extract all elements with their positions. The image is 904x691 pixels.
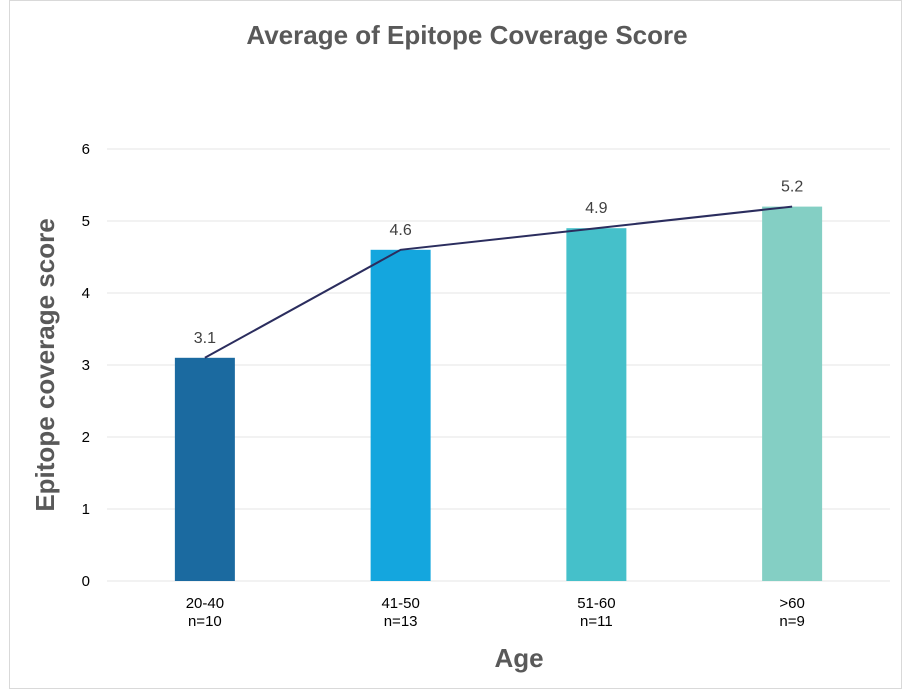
y-tick-label: 0: [82, 573, 90, 590]
bars: [174, 206, 823, 582]
chart-title: Average of Epitope Coverage Score: [246, 20, 687, 50]
y-tick-label: 3: [82, 357, 90, 374]
x-tick-label: 51-60: [577, 595, 615, 612]
y-tick-label: 6: [82, 141, 90, 158]
y-tick-label: 4: [82, 285, 90, 302]
x-tick-label: 41-50: [381, 595, 419, 612]
y-axis-ticks: 0 1 2 3 4 5 6: [82, 141, 90, 590]
y-axis-title: Epitope coverage score: [30, 218, 60, 511]
trend-line: [204, 205, 793, 359]
y-tick-label: 5: [82, 213, 90, 230]
y-tick-label: 2: [82, 429, 90, 446]
trend-line-group: [204, 205, 793, 359]
data-label: 4.9: [585, 200, 607, 217]
x-tick-sublabel: n=10: [188, 613, 222, 630]
data-label: 3.1: [194, 330, 216, 347]
data-labels: 3.1 4.6 4.9 5.2: [194, 179, 804, 347]
data-label: 5.2: [781, 179, 803, 196]
x-tick-sublabel: n=11: [580, 613, 613, 630]
bar-20-40: [174, 357, 235, 581]
x-tick-label: 20-40: [186, 595, 224, 612]
chart-frame: [9, 0, 902, 689]
x-tick-sublabel: n=13: [384, 613, 418, 630]
x-tick-sublabel: n=9: [779, 613, 804, 630]
data-label: 4.6: [390, 222, 412, 239]
gridlines: [107, 148, 890, 582]
bar-51-60: [566, 228, 627, 581]
y-tick-label: 1: [82, 501, 90, 518]
x-axis-title: Age: [494, 643, 543, 673]
bar->60: [762, 206, 823, 581]
x-axis-ticks: 20-40n=10 41-50n=13 51-60n=11 >60n=9: [186, 595, 805, 630]
bar-41-50: [370, 249, 431, 582]
x-tick-label: >60: [779, 595, 804, 612]
